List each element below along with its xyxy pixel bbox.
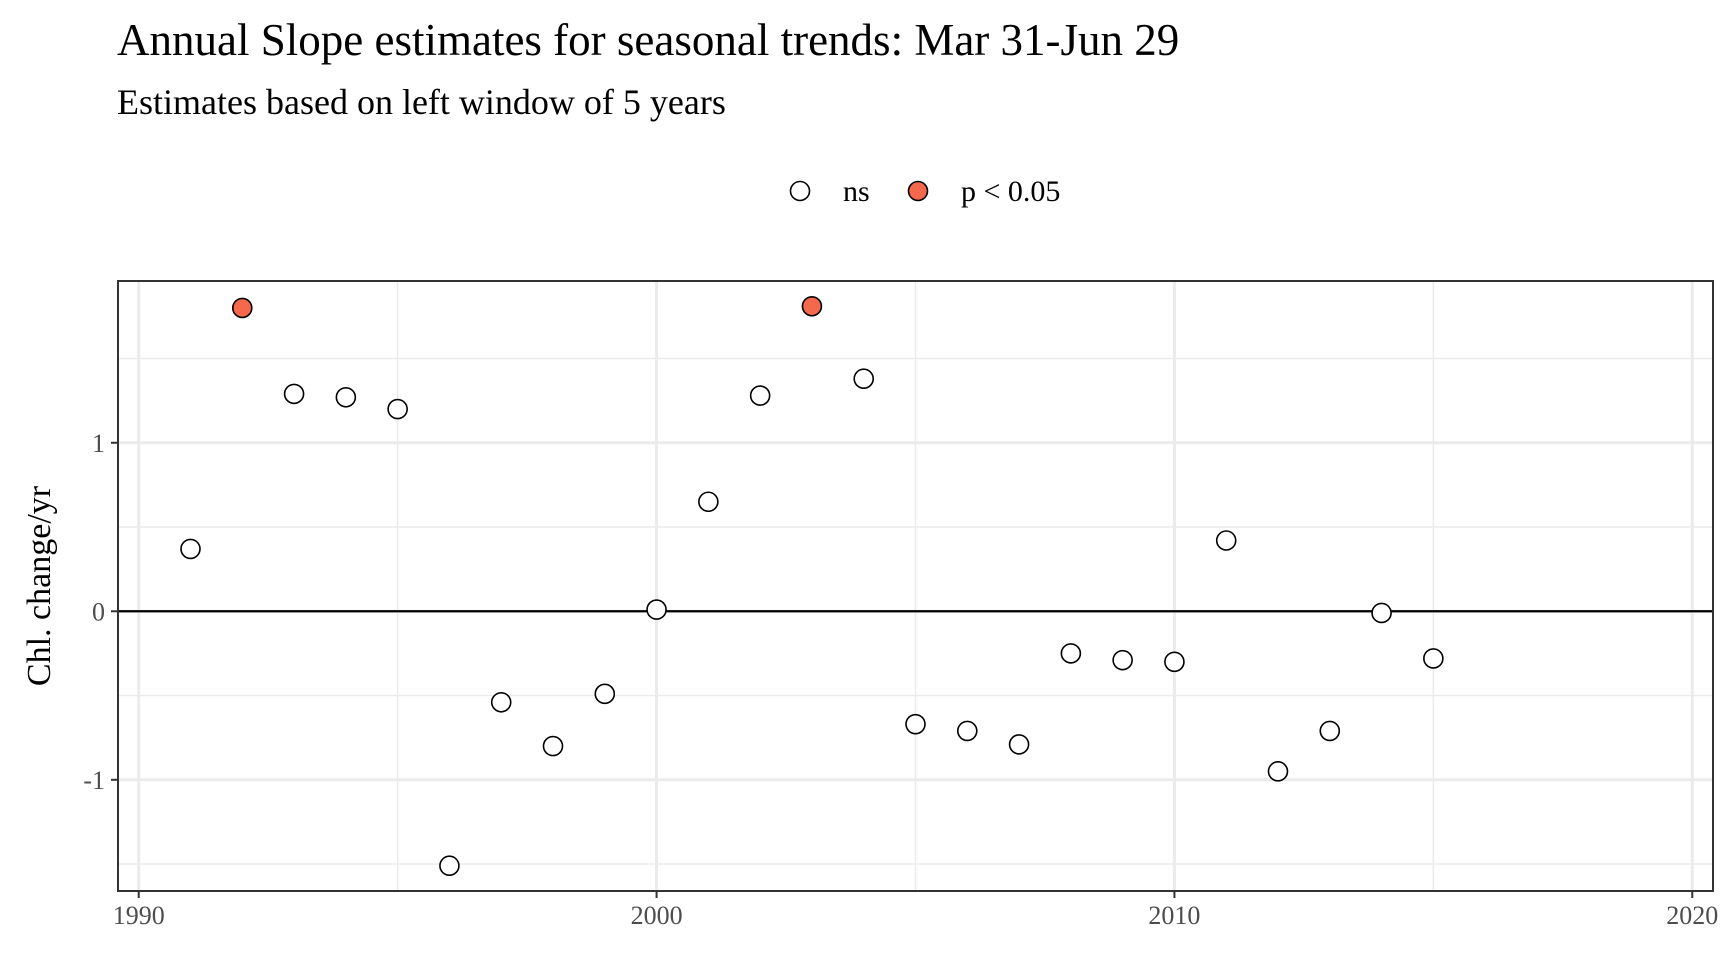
data-point xyxy=(1060,643,1082,664)
data-point xyxy=(490,691,512,713)
data-point xyxy=(180,538,201,560)
y-tick-label: 1 xyxy=(92,429,105,458)
legend: ns p < 0.05 xyxy=(789,175,1060,208)
data-point xyxy=(1319,720,1341,742)
y-tick-label: 0 xyxy=(92,597,105,626)
chart-title: Annual Slope estimates for seasonal tren… xyxy=(117,15,1180,65)
data-point xyxy=(231,297,253,319)
data-point xyxy=(905,713,926,735)
data-point xyxy=(1164,651,1185,673)
y-axis-title: Chl. change/yr xyxy=(21,485,58,686)
y-tick-label: -1 xyxy=(83,766,105,795)
data-point xyxy=(801,295,823,317)
data-point xyxy=(1371,602,1392,624)
data-point xyxy=(646,599,667,620)
data-point xyxy=(594,683,616,705)
data-points xyxy=(180,295,1444,877)
data-point xyxy=(542,735,564,757)
data-point xyxy=(698,491,719,513)
x-tick-label: 2020 xyxy=(1666,901,1718,930)
data-point xyxy=(1008,734,1030,755)
x-tick-label: 2010 xyxy=(1148,901,1200,930)
data-point xyxy=(1112,649,1133,671)
chart-subtitle: Estimates based on left window of 5 year… xyxy=(117,82,726,122)
axes: 1990 2000 2010 2020 -1 0 1 xyxy=(83,429,1718,930)
plot-panel-border xyxy=(117,280,1714,892)
data-point xyxy=(1267,761,1289,782)
legend-key xyxy=(907,180,929,202)
legend-entry: ns xyxy=(789,175,870,208)
data-point xyxy=(439,855,460,877)
data-point xyxy=(335,386,357,408)
data-point xyxy=(1423,648,1444,669)
legend-label: ns xyxy=(843,175,870,208)
data-point xyxy=(387,398,408,420)
data-point xyxy=(956,720,978,742)
data-point xyxy=(853,368,875,390)
data-point xyxy=(749,385,771,406)
legend-key xyxy=(789,180,811,202)
data-point xyxy=(1215,530,1237,551)
x-tick-label: 2000 xyxy=(631,901,683,930)
data-point xyxy=(283,383,305,405)
legend-entry: p < 0.05 xyxy=(907,175,1060,208)
legend-label: p < 0.05 xyxy=(961,175,1060,208)
x-tick-label: 1990 xyxy=(113,901,165,930)
